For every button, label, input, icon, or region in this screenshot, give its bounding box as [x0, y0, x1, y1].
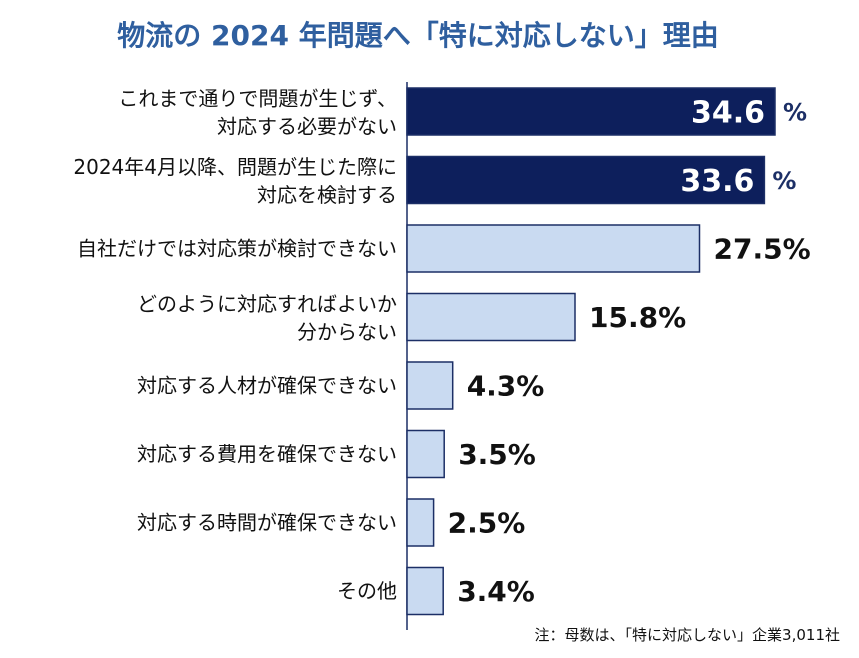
bars-group: これまで通りで問題が生じず、対応する必要がない 34.6 % 2024年4月以降、問題… — [73, 87, 811, 616]
category-label: どのように対応すればよいか — [137, 292, 397, 316]
category-label: 対応を検討する — [257, 183, 397, 207]
bar-3 — [406, 292, 576, 342]
bar-0 — [406, 87, 776, 136]
value-label: 4.3% — [467, 370, 545, 403]
category-label: 対応する人材が確保できない — [137, 374, 397, 398]
value-label: 34.6 — [691, 96, 765, 131]
category-label: これまで通りで問題が生じず、 — [118, 87, 397, 111]
bar-7 — [406, 566, 444, 616]
bar-6 — [406, 498, 435, 547]
bar-2 — [406, 224, 701, 273]
bar-4 — [406, 361, 454, 410]
value-unit: % — [783, 99, 807, 127]
value-unit: % — [772, 167, 796, 195]
category-label: 対応する時間が確保できない — [137, 511, 397, 535]
value-label: 33.6 — [680, 164, 754, 199]
value-label: 3.4% — [457, 575, 535, 608]
category-label: 2024年4月以降、問題が生じた際に — [73, 155, 397, 179]
category-label: その他 — [337, 579, 397, 603]
category-label: 分からない — [297, 320, 397, 344]
category-label: 対応する費用を確保できない — [137, 442, 397, 466]
bar-1 — [406, 155, 766, 205]
category-label: 自社だけでは対応策が検討できない — [77, 237, 397, 261]
value-label: 3.5% — [458, 438, 536, 471]
chart-note: 注：母数は、「特に対応しない」企業3,011社 — [535, 626, 840, 644]
chart-title: 物流の 2024 年問題へ「特に対応しない」理由 — [117, 19, 718, 52]
value-label: 15.8% — [589, 301, 686, 334]
bar-5 — [406, 429, 445, 479]
category-label: 対応する必要がない — [217, 115, 397, 139]
value-label: 2.5% — [448, 507, 526, 540]
value-label: 27.5% — [714, 233, 811, 266]
